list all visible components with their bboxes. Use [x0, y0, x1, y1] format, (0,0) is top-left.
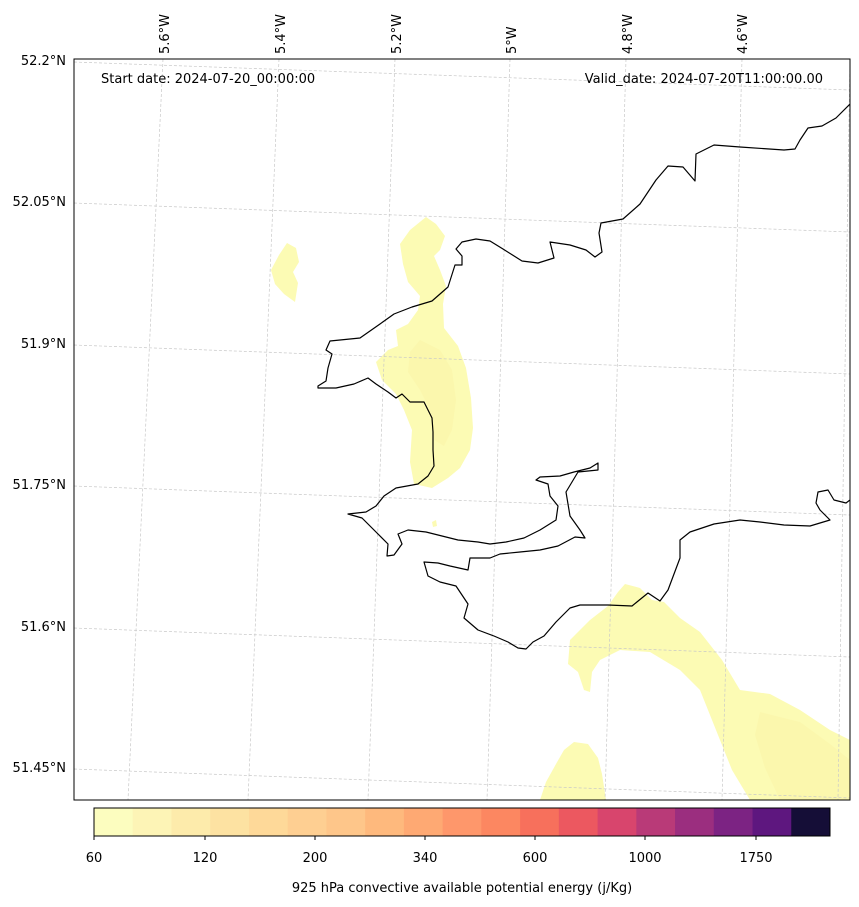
map-area: Start date: 2024-07-20_00:00:00 Valid_da… [74, 59, 850, 800]
colorbar-label: 925 hPa convective available potential e… [292, 881, 632, 896]
lon-tick-label: 5.2°W [390, 14, 405, 54]
lat-gridline [74, 61, 850, 91]
lon-tick-label: 4.6°W [736, 14, 751, 54]
colorbar-segment [442, 808, 482, 836]
cape-region-south [540, 742, 606, 800]
map-frame [73, 58, 851, 801]
cape-region-west [271, 243, 299, 302]
lat-gridline [74, 202, 850, 233]
lon-tick-label: 5.6°W [158, 14, 173, 54]
lon-tick-label: 4.8°W [621, 14, 636, 54]
colorbar-segment [636, 808, 676, 836]
lat-gridline [74, 768, 850, 799]
lon-tick-labels: 5.6°W 5.4°W 5.2°W 5°W 4.8°W 4.6°W [158, 14, 751, 54]
lon-gridline [837, 59, 850, 800]
colorbar-segment [171, 808, 211, 836]
colorbar-frame [93, 807, 831, 837]
colorbar-tick-labels: 60 120 200 340 600 1000 1750 [86, 851, 773, 866]
coastline-north [317, 103, 850, 650]
colorbar-segment [597, 808, 637, 836]
colorbar-tick-label: 1750 [739, 851, 772, 866]
lon-gridline [604, 59, 627, 800]
colorbar-segment [558, 808, 599, 836]
start-date: Start date: 2024-07-20_00:00:00 [101, 72, 315, 87]
lat-tick-labels: 52.2°N 52.05°N 51.9°N 51.75°N 51.6°N 51.… [13, 54, 66, 776]
lon-gridline [721, 59, 743, 800]
colorbar-segment [752, 808, 792, 836]
colorbar-segment [210, 808, 250, 836]
colorbar-segment [94, 808, 134, 836]
lat-tick-label: 51.75°N [13, 478, 66, 493]
colorbar-segment [326, 808, 366, 836]
lon-gridline [247, 59, 280, 800]
lat-gridline [74, 627, 850, 658]
colorbar-tick-label: 600 [523, 851, 548, 866]
colorbar-tick-label: 340 [413, 851, 438, 866]
lat-tick-label: 51.45°N [13, 761, 66, 776]
colorbar-segment [132, 808, 172, 836]
valid-date: Valid_date: 2024-07-20T11:00:00.00 [585, 72, 823, 87]
colorbar-segment [713, 808, 754, 836]
coastline [317, 103, 850, 650]
gridlines [74, 59, 850, 800]
colorbar-segment [481, 808, 521, 836]
lat-gridline [74, 485, 850, 516]
lon-gridline [127, 59, 164, 800]
cape-speck [432, 520, 437, 527]
lat-tick-label: 52.2°N [21, 54, 66, 69]
lat-tick-label: 51.6°N [21, 620, 66, 635]
lon-gridline [486, 59, 511, 800]
colorbar-tick-label: 1000 [628, 851, 661, 866]
lat-tick-label: 51.9°N [21, 337, 66, 352]
colorbar-tick-label: 120 [193, 851, 218, 866]
colorbar-segment [791, 808, 831, 836]
cape-region-southeast-core [755, 712, 850, 800]
colorbar-segment [248, 808, 289, 836]
colorbar-segment [520, 808, 560, 836]
colorbar-segment [287, 808, 327, 836]
colorbar-segment [403, 808, 444, 836]
lon-tick-label: 5.4°W [274, 14, 289, 54]
colorbar-segment [365, 808, 405, 836]
cape-region-central-core [408, 340, 456, 446]
lat-tick-label: 52.05°N [13, 195, 66, 210]
colorbar-segment [675, 808, 715, 836]
colorbar [93, 807, 831, 840]
lat-gridline [74, 344, 850, 375]
cape-fill [271, 217, 850, 800]
colorbar-tick-label: 60 [86, 851, 103, 866]
lon-gridline [367, 59, 396, 800]
lon-tick-label: 5°W [505, 26, 520, 54]
colorbar-tick-label: 200 [303, 851, 328, 866]
